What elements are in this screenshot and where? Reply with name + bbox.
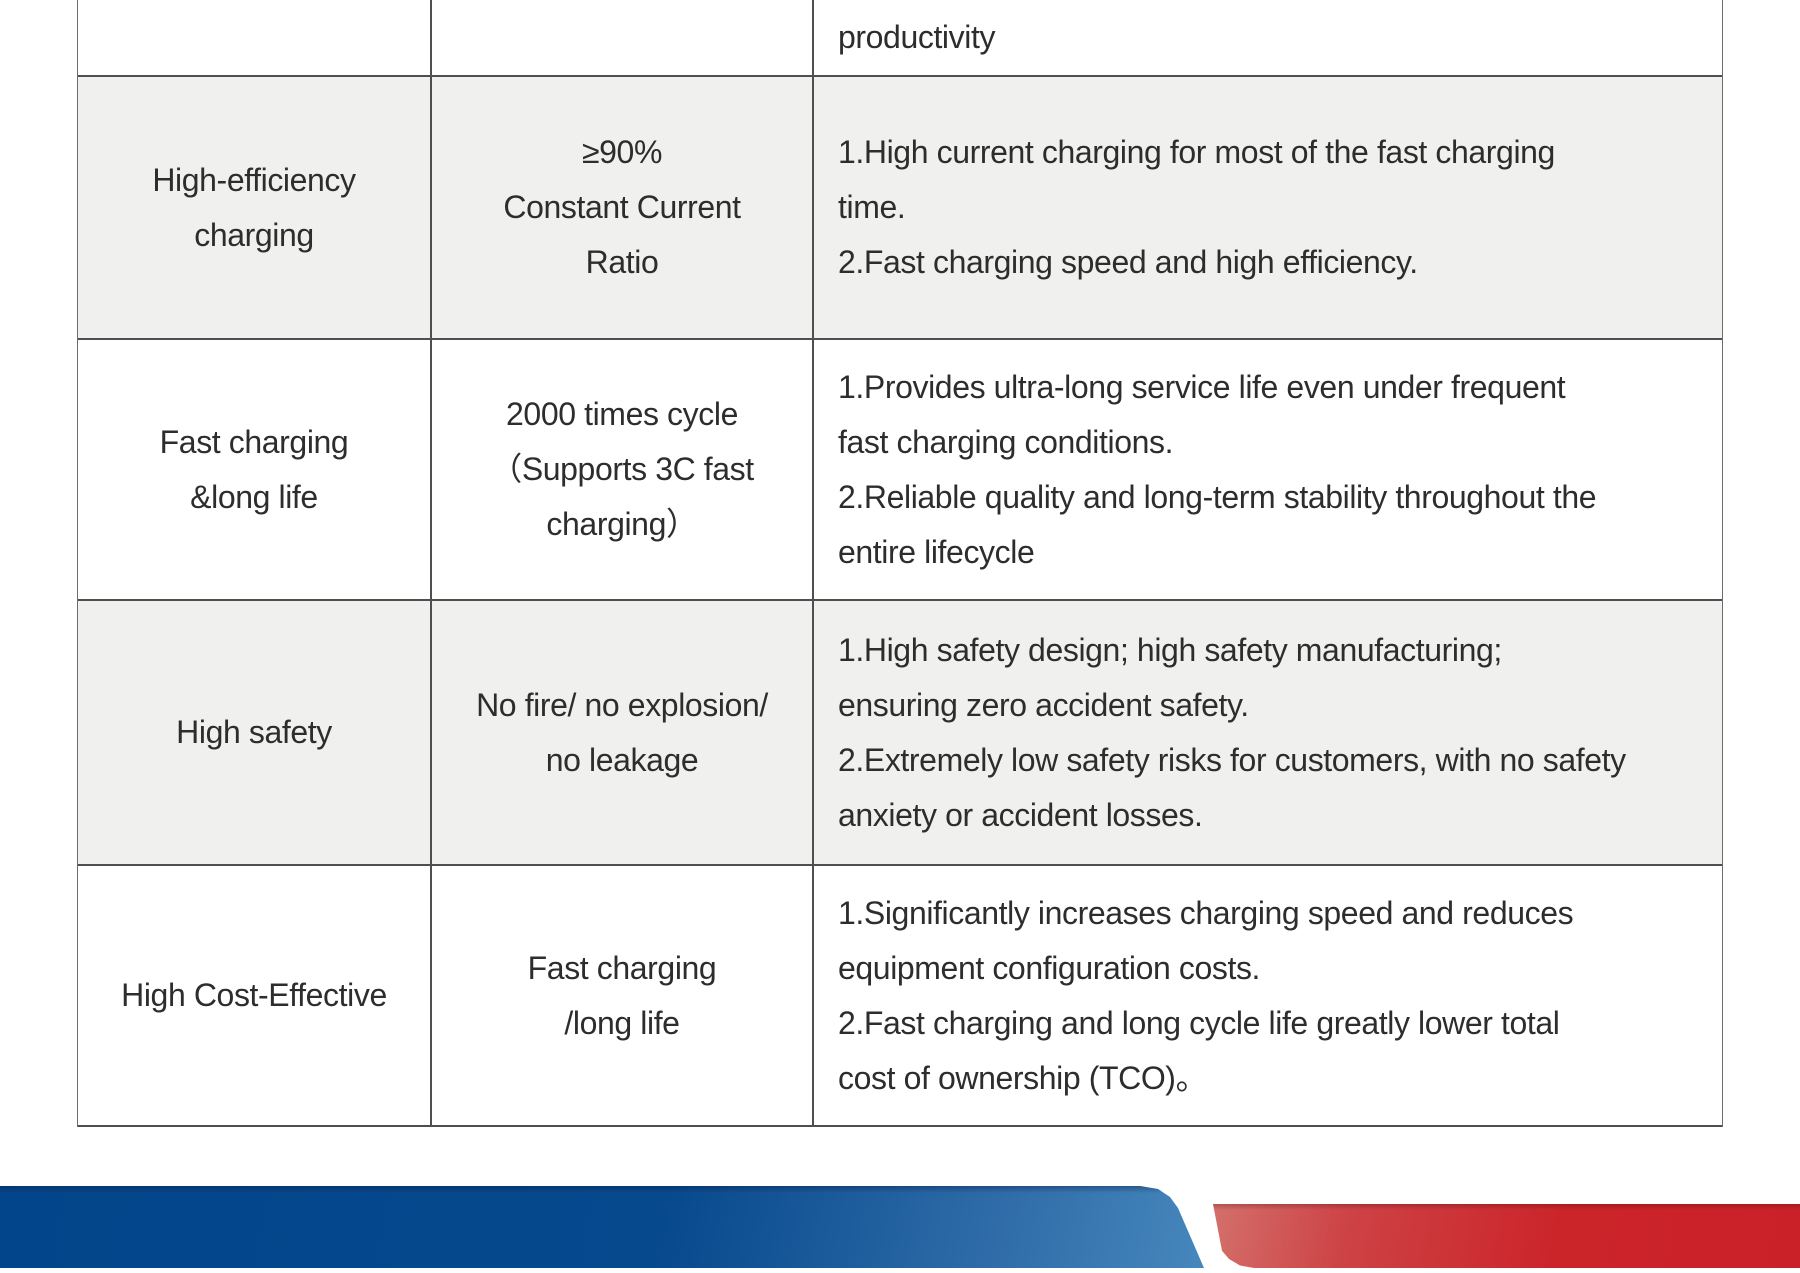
- benefit-line: time.: [838, 189, 906, 225]
- benefit-line: productivity: [838, 19, 996, 55]
- feature-cell: High safety: [78, 601, 430, 864]
- spec-line: no leakage: [545, 741, 699, 778]
- table-row: High safety No fire/ no explosion/ no le…: [78, 599, 1722, 864]
- benefit-line: 2.Extremely low safety risks for custome…: [838, 741, 1626, 778]
- benefit-cell: 1.High current charging for most of the …: [812, 77, 1723, 338]
- footer-banner: [0, 1186, 1800, 1268]
- benefit-line: 2.Fast charging and long cycle life grea…: [838, 1004, 1560, 1041]
- benefit-line: 2.Fast charging speed and high efficienc…: [838, 244, 1418, 280]
- benefit-cell: 1.Provides ultra-long service life even …: [812, 340, 1723, 599]
- table-row-partial: productivity: [78, 0, 1722, 75]
- benefit-line: 1.Provides ultra-long service life even …: [838, 368, 1566, 405]
- benefit-line: anxiety or accident losses.: [838, 796, 1203, 833]
- spec-cell: 2000 times cycle （Supports 3C fast charg…: [430, 340, 812, 599]
- feature-spec-table: productivity High-efficiency charging ≥9…: [77, 0, 1723, 1127]
- feature-line: &long life: [190, 478, 318, 515]
- spec-cell: [430, 0, 812, 75]
- red-ribbon-shape: [1213, 1204, 1800, 1268]
- spec-cell: ≥90% Constant Current Ratio: [430, 77, 812, 338]
- spec-line: （Supports 3C fast: [490, 451, 754, 487]
- benefit-line: 1.High safety design; high safety manufa…: [838, 631, 1502, 668]
- spec-line: Ratio: [585, 244, 659, 280]
- feature-cell: High Cost-Effective: [78, 866, 430, 1125]
- feature-line: High-efficiency: [152, 161, 356, 198]
- feature-cell: High-efficiency charging: [78, 77, 430, 338]
- benefit-line: 1.Significantly increases charging speed…: [838, 894, 1574, 931]
- spec-line: charging）: [546, 506, 698, 542]
- benefit-cell: 1.Significantly increases charging speed…: [812, 866, 1723, 1125]
- spec-cell: No fire/ no explosion/ no leakage: [430, 601, 812, 864]
- table-row: High Cost-Effective Fast charging /long …: [78, 864, 1722, 1127]
- spec-line: /long life: [564, 1004, 680, 1041]
- benefit-cell: productivity: [812, 0, 1723, 75]
- spec-cell: Fast charging /long life: [430, 866, 812, 1125]
- feature-cell: [78, 0, 430, 75]
- spec-line: ≥90%: [581, 134, 662, 170]
- benefit-line: entire lifecycle: [838, 533, 1035, 570]
- benefit-line: equipment configuration costs.: [838, 949, 1261, 986]
- table-row: Fast charging &long life 2000 times cycl…: [78, 338, 1722, 599]
- benefit-line: fast charging conditions.: [838, 423, 1174, 460]
- spec-line: 2000 times cycle: [506, 396, 738, 432]
- benefit-line: 1.High current charging for most of the …: [838, 134, 1555, 170]
- spec-line: Fast charging: [527, 949, 717, 986]
- blue-ribbon-shape: [0, 1186, 1204, 1268]
- benefit-line: 2.Reliable quality and long-term stabili…: [838, 478, 1597, 515]
- feature-cell: Fast charging &long life: [78, 340, 430, 599]
- benefit-line: cost of ownership (TCO)。: [838, 1059, 1208, 1096]
- table-row: High-efficiency charging ≥90% Constant C…: [78, 75, 1722, 338]
- spec-line: No fire/ no explosion/: [476, 686, 768, 723]
- benefit-cell: 1.High safety design; high safety manufa…: [812, 601, 1723, 864]
- feature-line: Fast charging: [159, 423, 349, 460]
- feature-line: High safety: [176, 714, 332, 750]
- feature-line: High Cost-Effective: [121, 977, 387, 1013]
- feature-line: charging: [194, 216, 314, 253]
- benefit-line: ensuring zero accident safety.: [838, 686, 1249, 723]
- spec-line: Constant Current: [503, 189, 741, 225]
